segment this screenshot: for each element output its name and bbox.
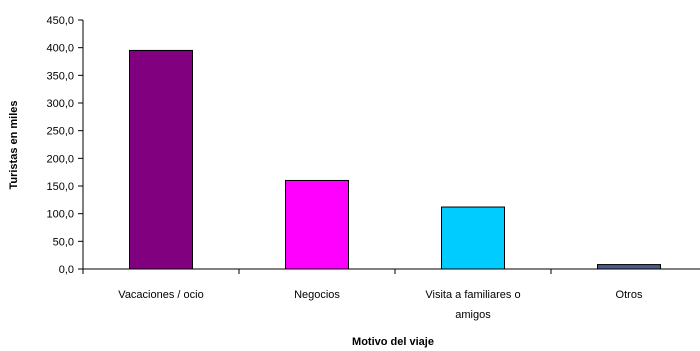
y-tick-label: 450,0 bbox=[46, 15, 74, 27]
bar bbox=[597, 264, 661, 270]
x-tick-label: Vacaciones / ocio bbox=[118, 289, 203, 301]
bar bbox=[129, 49, 193, 270]
y-tick-label: 100,0 bbox=[46, 209, 74, 221]
bar bbox=[285, 179, 349, 270]
y-tick-label: 400,0 bbox=[46, 43, 74, 55]
bars bbox=[129, 49, 661, 270]
x-axis-ticks: Vacaciones / ocio Negocios Visita a famili… bbox=[82, 269, 643, 321]
y-axis-title: Turistas en miles bbox=[8, 100, 20, 189]
y-tick-label: 50,0 bbox=[53, 236, 74, 248]
y-axis-ticks: 0,0 50,0 100,0 150,0 200,0 250,0 300,0 350,0 400… bbox=[46, 15, 83, 276]
x-tick-label: Visita a familiares o amigos bbox=[425, 289, 520, 321]
x-tick-label: Otros bbox=[616, 289, 643, 301]
y-tick-label: 300,0 bbox=[46, 98, 74, 110]
x-tick-label: Negocios bbox=[294, 289, 340, 301]
y-tick-label: 200,0 bbox=[46, 153, 74, 165]
x-axis-title: Motivo del viaje bbox=[352, 336, 434, 348]
y-tick-label: 150,0 bbox=[46, 181, 74, 193]
bar bbox=[441, 206, 505, 270]
y-tick-label: 0,0 bbox=[59, 264, 74, 276]
y-tick-label: 250,0 bbox=[46, 126, 74, 138]
y-tick-label: 350,0 bbox=[46, 70, 74, 82]
